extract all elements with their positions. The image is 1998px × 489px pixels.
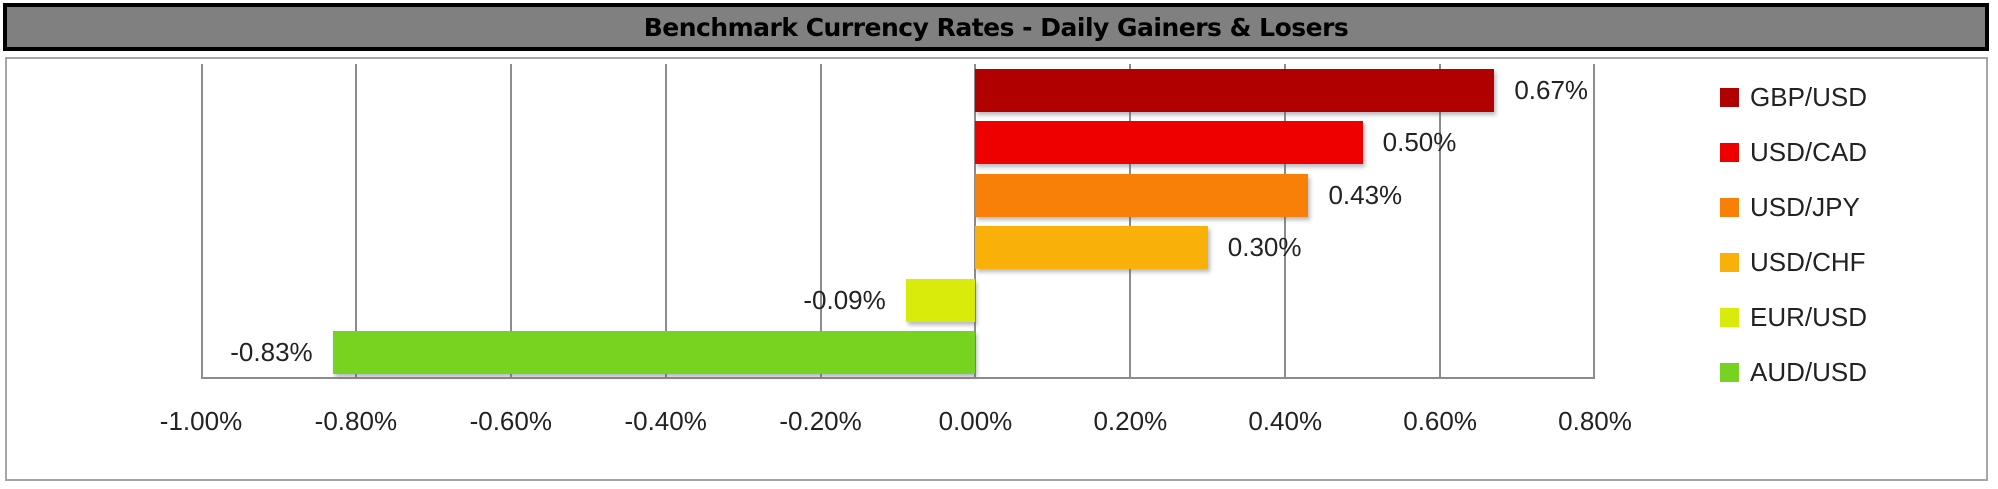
plot-area: [201, 64, 1595, 379]
gridline: [664, 64, 667, 379]
bar-value-label: -0.09%: [803, 284, 886, 315]
legend-item: GBP/USD: [1720, 82, 1867, 113]
bar-eur-usd: [905, 278, 976, 322]
legend-label: USD/CAD: [1750, 137, 1868, 167]
legend-swatch-icon: [1720, 253, 1739, 272]
chart-title-bar: Benchmark Currency Rates - Daily Gainers…: [3, 3, 1989, 51]
bar-value-label: 0.50%: [1382, 127, 1457, 158]
gridline: [354, 64, 357, 379]
legend-label: USD/CHF: [1750, 247, 1866, 277]
x-tick-label: 0.80%: [1558, 406, 1632, 436]
legend-item: USD/CHF: [1720, 247, 1866, 278]
chart-title: Benchmark Currency Rates - Daily Gainers…: [643, 12, 1349, 42]
x-tick-label: -0.20%: [779, 406, 862, 436]
legend-label: USD/JPY: [1750, 192, 1860, 222]
legend-swatch-icon: [1720, 143, 1739, 162]
gridline: [509, 64, 512, 379]
gridline: [974, 64, 977, 379]
bar-usd-chf: [975, 226, 1208, 270]
legend-swatch-icon: [1720, 308, 1739, 327]
bar-value-label: 0.30%: [1227, 232, 1302, 263]
gridline: [819, 64, 822, 379]
x-tick-label: 0.60%: [1403, 406, 1477, 436]
gridline: [1129, 64, 1132, 379]
legend-item: EUR/USD: [1720, 302, 1867, 333]
x-tick-label: 0.40%: [1248, 406, 1323, 436]
bar-value-label: 0.43%: [1328, 179, 1403, 210]
legend-swatch-icon: [1720, 363, 1739, 382]
bar-gbp-usd: [975, 68, 1495, 112]
x-tick-label: 0.00%: [938, 406, 1013, 436]
x-tick-label: -0.40%: [624, 406, 707, 436]
legend-item: USD/JPY: [1720, 192, 1860, 223]
x-tick-label: -0.60%: [469, 406, 552, 436]
legend-label: GBP/USD: [1750, 82, 1868, 112]
gridline: [1439, 64, 1442, 379]
bar-value-label: 0.67%: [1514, 74, 1589, 105]
bar-aud-usd: [332, 331, 976, 375]
legend-item: AUD/USD: [1720, 357, 1867, 388]
x-tick-label: 0.20%: [1093, 406, 1168, 436]
bar-usd-cad: [975, 121, 1363, 165]
bar-value-label: -0.83%: [230, 337, 313, 368]
legend-item: USD/CAD: [1720, 137, 1867, 168]
x-tick-label: -0.80%: [314, 406, 398, 436]
legend-swatch-icon: [1720, 88, 1739, 107]
gridline: [1284, 64, 1287, 379]
bar-usd-jpy: [975, 173, 1309, 217]
legend-label: EUR/USD: [1750, 302, 1868, 332]
x-tick-label: -1.00%: [159, 406, 243, 436]
legend-label: AUD/USD: [1750, 357, 1868, 387]
legend-swatch-icon: [1720, 198, 1739, 217]
